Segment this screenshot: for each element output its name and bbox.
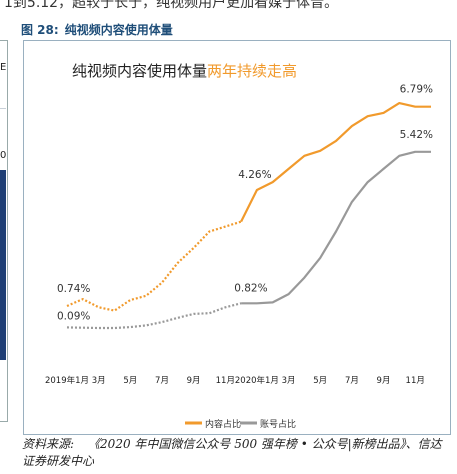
adjacent-label-mid: 0 bbox=[0, 150, 7, 161]
source-label: 资料来源: bbox=[22, 437, 75, 451]
x-tick-label: 3月 bbox=[282, 376, 296, 386]
x-tick-label: 2019年1月 bbox=[45, 375, 89, 386]
label-layer: 0.74% 4.26% 6.79% 0.09% 0.82% 5.42% bbox=[57, 84, 433, 323]
adjacent-label-top: E bbox=[0, 62, 7, 73]
x-tick-label: 2020年1月 bbox=[235, 375, 279, 386]
data-label-4: 0.09% bbox=[57, 310, 90, 322]
chart-title-highlight: 两年持续走高 bbox=[207, 62, 298, 80]
x-tick-label: 7月 bbox=[345, 376, 359, 386]
data-label-3: 6.79% bbox=[400, 84, 433, 96]
chart-title: 纯视频内容使用体量两年持续走高 bbox=[72, 60, 297, 81]
x-tick-label: 3月 bbox=[92, 376, 106, 386]
data-label-2: 4.26% bbox=[238, 169, 271, 181]
x-tick-label: 11月 bbox=[216, 376, 235, 386]
series-layer bbox=[66, 102, 431, 330]
adjacent-gridline bbox=[0, 108, 6, 109]
source-text: 《2020 年中国微信公众号 500 强年榜 • 公众号|新榜出品》、信达证券研… bbox=[22, 437, 442, 468]
data-label-1: 0.74% bbox=[57, 283, 90, 295]
series-line-1-2019 bbox=[66, 220, 242, 312]
chart-title-main: 纯视频内容使用体量 bbox=[72, 62, 208, 80]
x-tick-label: 7月 bbox=[155, 376, 169, 386]
figure-caption: 图 28: 纯视频内容使用体量 bbox=[21, 21, 173, 38]
chart-frame bbox=[23, 40, 451, 435]
chart-legend: 内容占比 账号占比 bbox=[185, 418, 296, 430]
x-tick-label: 9月 bbox=[187, 376, 201, 386]
x-tick-label: 5月 bbox=[123, 376, 137, 386]
x-tick-label: 11月 bbox=[406, 376, 425, 386]
series-line-2-2019 bbox=[66, 302, 242, 330]
series-line-1-2020 bbox=[240, 102, 431, 223]
data-label-5: 0.82% bbox=[234, 282, 267, 294]
source-note: 资料来源: 《2020 年中国微信公众号 500 强年榜 • 公众号|新榜出品》、… bbox=[22, 436, 452, 470]
x-axis-ticks: 2019年1月 3月 5月 7月 9月 11月 2020年1月 3月 5月 7月 9月 11月 bbox=[45, 375, 425, 386]
truncated-body-text: 1到5.12，超较于长于，纯视频用户更加看媒于体音。 bbox=[4, 0, 339, 11]
legend-label-1: 内容占比 bbox=[205, 418, 241, 430]
legend-label-2: 账号占比 bbox=[260, 418, 296, 430]
x-tick-label: 5月 bbox=[313, 376, 327, 386]
data-label-6: 5.42% bbox=[400, 129, 433, 141]
figure-label: 图 28: bbox=[21, 23, 59, 37]
x-tick-label: 9月 bbox=[377, 376, 391, 386]
figure-title: 纯视频内容使用体量 bbox=[64, 23, 173, 37]
series-line-2-2020 bbox=[241, 150, 431, 305]
adjacent-bar bbox=[0, 170, 6, 360]
